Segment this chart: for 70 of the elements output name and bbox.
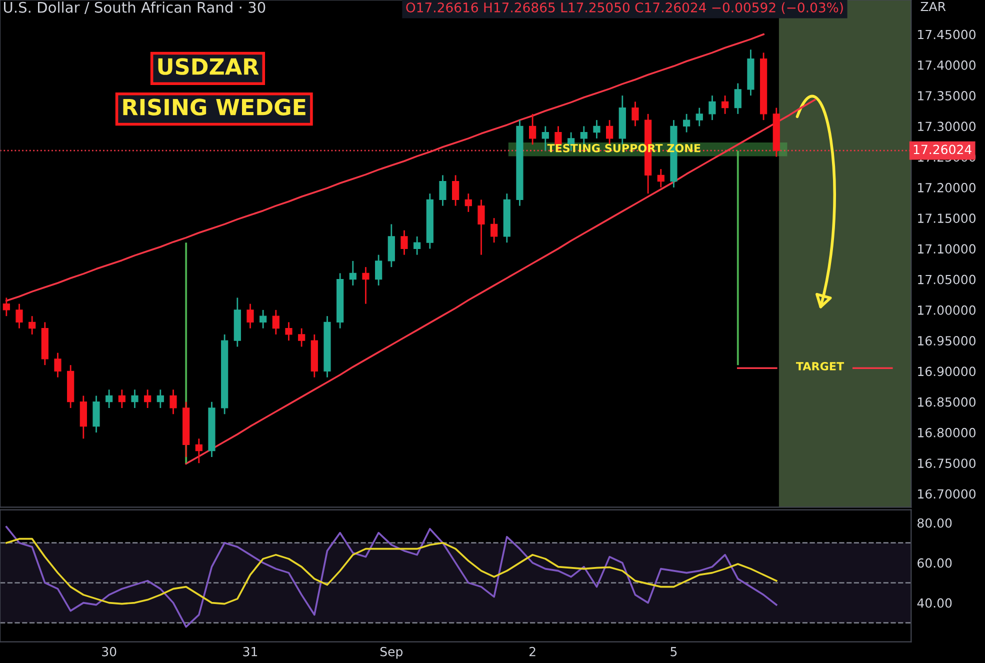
candlestick bbox=[54, 352, 62, 378]
candlestick bbox=[580, 125, 588, 146]
y-tick-label: 80.00 bbox=[918, 518, 952, 528]
y-tick-label: 60.00 bbox=[918, 558, 952, 568]
candlestick bbox=[16, 303, 23, 330]
candlestick bbox=[542, 125, 549, 152]
candlestick bbox=[170, 388, 177, 415]
candlestick bbox=[721, 94, 729, 115]
candlestick bbox=[606, 119, 614, 146]
candlestick bbox=[478, 199, 485, 256]
candlestick bbox=[144, 388, 152, 409]
candlestick bbox=[452, 174, 460, 207]
y-tick-label: 17.45000 bbox=[918, 30, 976, 40]
y-tick-label: 16.85000 bbox=[918, 397, 976, 407]
line-series bbox=[6, 538, 778, 605]
x-tick-label: Sep bbox=[380, 646, 402, 659]
line-series bbox=[6, 526, 778, 628]
y-tick-label: 17.05000 bbox=[918, 274, 976, 284]
candlestick bbox=[156, 388, 164, 409]
x-tick-label: 5 bbox=[670, 647, 677, 656]
candlestick bbox=[349, 260, 356, 286]
y-axis-title: ZAR bbox=[920, 2, 946, 12]
y-tick-label: 16.70000 bbox=[918, 489, 976, 499]
candlestick bbox=[362, 266, 370, 305]
y-tick-label: 16.75000 bbox=[918, 458, 976, 468]
candlestick bbox=[414, 236, 421, 256]
y-tick-label: 16.90000 bbox=[918, 366, 976, 376]
candlestick bbox=[272, 309, 280, 336]
candlestick bbox=[529, 113, 536, 146]
x-tick-label: 30 bbox=[102, 646, 116, 656]
candlestick bbox=[118, 388, 126, 409]
candlestick bbox=[2, 297, 10, 317]
chart-title: U.S. Dollar / South African Rand · 30 bbox=[4, 2, 266, 14]
candlestick bbox=[260, 309, 267, 330]
candlestick bbox=[708, 94, 716, 121]
candlestick bbox=[285, 322, 292, 342]
candlestick bbox=[400, 230, 408, 256]
y-tick-label: 17.10000 bbox=[918, 244, 976, 254]
annotation: RISING WEDGE bbox=[123, 98, 306, 116]
y-tick-label: 16.80000 bbox=[918, 428, 976, 438]
y-tick-label: 40.00 bbox=[917, 598, 952, 608]
annotation: O17.26616 H17.26865 L17.25050 C17.26024 −0.00592 (−0.03%) bbox=[406, 2, 843, 14]
candlestick bbox=[439, 174, 446, 207]
y-tick-label: 17.40000 bbox=[918, 60, 976, 70]
annotation: TARGET bbox=[796, 362, 844, 370]
candlestick bbox=[657, 168, 664, 188]
candlestick bbox=[734, 82, 742, 115]
candlestick bbox=[490, 217, 498, 244]
y-tick-label: 17.15000 bbox=[918, 214, 976, 223]
y-tick-label: 17.35000 bbox=[918, 91, 976, 100]
candlestick bbox=[632, 100, 639, 127]
candlestick bbox=[696, 107, 703, 127]
candlestick bbox=[28, 315, 36, 336]
candlestick bbox=[682, 113, 690, 134]
candlestick bbox=[195, 438, 202, 464]
candlestick bbox=[246, 303, 254, 330]
y-tick-label: 16.95000 bbox=[918, 336, 976, 346]
y-tick-label: 17.30000 bbox=[918, 122, 976, 132]
x-tick-label: 2 bbox=[530, 646, 536, 656]
candlestick bbox=[298, 328, 306, 348]
ref-line-label: 17.26024 bbox=[914, 144, 972, 154]
x-tick-label: 31 bbox=[243, 646, 258, 656]
y-tick-label: 17.20000 bbox=[918, 182, 976, 192]
candlestick bbox=[375, 254, 382, 286]
candlestick bbox=[464, 192, 472, 213]
annotation: USDZAR bbox=[158, 58, 259, 75]
candlestick bbox=[106, 388, 113, 409]
candlestick bbox=[593, 119, 600, 140]
candlestick bbox=[131, 388, 138, 409]
y-tick-label: 17.00000 bbox=[918, 305, 976, 315]
